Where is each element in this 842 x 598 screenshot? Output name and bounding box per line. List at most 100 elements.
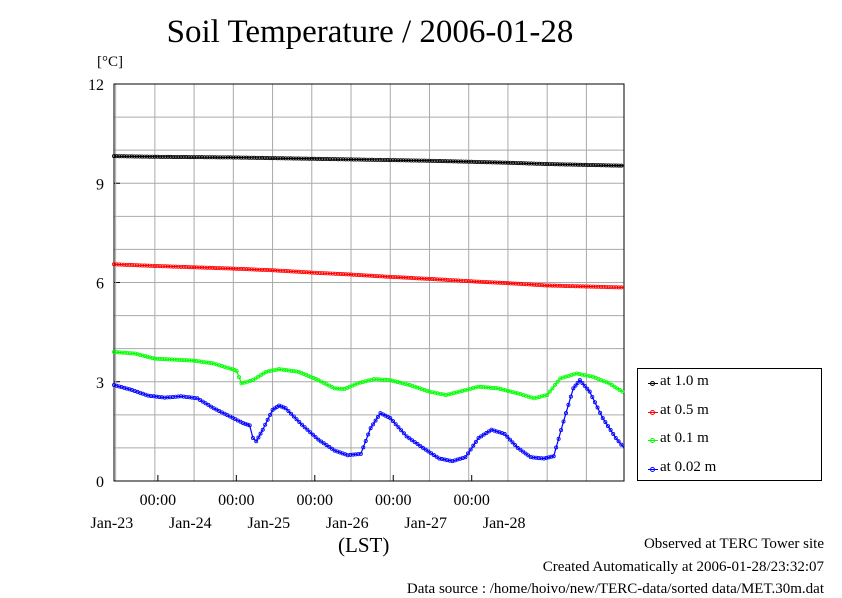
data-point xyxy=(493,386,498,391)
data-point xyxy=(598,284,603,289)
data-point xyxy=(132,154,137,159)
data-point xyxy=(351,272,356,277)
data-point xyxy=(204,360,209,365)
data-point xyxy=(590,394,595,399)
data-point xyxy=(247,155,252,160)
data-point xyxy=(192,395,197,400)
data-point xyxy=(206,360,211,365)
data-point xyxy=(593,163,598,168)
data-point xyxy=(429,451,434,456)
data-point xyxy=(593,284,598,289)
data-point xyxy=(505,388,510,393)
data-point xyxy=(445,159,450,164)
data-point xyxy=(466,451,471,456)
data-point xyxy=(479,279,484,284)
data-point xyxy=(586,284,591,289)
data-point xyxy=(273,268,278,273)
data-point xyxy=(555,162,560,167)
data-point xyxy=(483,385,488,390)
data-point xyxy=(308,430,313,435)
data-point xyxy=(591,163,596,168)
data-point xyxy=(451,159,456,164)
data-point xyxy=(194,155,199,160)
data-point xyxy=(158,264,163,269)
data-point xyxy=(539,161,544,166)
data-point xyxy=(377,274,382,279)
data-point xyxy=(406,158,411,163)
data-point xyxy=(409,275,414,280)
data-point xyxy=(479,160,484,165)
series-line xyxy=(113,155,625,167)
data-point xyxy=(138,352,143,357)
data-point xyxy=(528,455,533,460)
data-point xyxy=(368,426,373,431)
data-point xyxy=(296,156,301,161)
data-point xyxy=(541,456,546,461)
data-point xyxy=(252,267,257,272)
data-point xyxy=(430,158,435,163)
data-point xyxy=(232,368,237,373)
data-point xyxy=(485,280,490,285)
data-point xyxy=(451,278,456,283)
data-point xyxy=(427,276,432,281)
data-point xyxy=(163,154,168,159)
data-point xyxy=(205,265,210,270)
data-point xyxy=(412,384,417,389)
data-point xyxy=(176,154,181,159)
data-point xyxy=(362,157,367,162)
data-point xyxy=(375,274,380,279)
data-point xyxy=(359,157,364,162)
data-point xyxy=(228,266,233,271)
y-tick-label: 12 xyxy=(88,77,104,94)
legend-item: at 0.5 m xyxy=(638,402,821,422)
data-point xyxy=(256,435,261,440)
data-point xyxy=(333,157,338,162)
data-point xyxy=(324,443,329,448)
data-point xyxy=(254,439,259,444)
data-point xyxy=(573,162,578,167)
data-point xyxy=(519,281,524,286)
data-point xyxy=(526,161,531,166)
data-point xyxy=(583,284,588,289)
data-point xyxy=(177,357,182,362)
data-point xyxy=(571,386,576,391)
data-point xyxy=(445,458,450,463)
data-point xyxy=(611,163,616,168)
data-point xyxy=(481,385,486,390)
data-point xyxy=(203,401,208,406)
data-point xyxy=(168,264,173,269)
data-point xyxy=(366,432,371,437)
data-point xyxy=(335,386,340,391)
data-point xyxy=(181,264,186,269)
data-point xyxy=(233,266,238,271)
data-point xyxy=(442,457,447,462)
data-point xyxy=(401,275,406,280)
data-point xyxy=(264,369,269,374)
data-point xyxy=(254,267,259,272)
data-point xyxy=(380,377,385,382)
data-point xyxy=(588,162,593,167)
data-point xyxy=(117,154,122,159)
data-point xyxy=(160,154,165,159)
data-point xyxy=(356,273,361,278)
data-point xyxy=(278,268,283,273)
data-point xyxy=(458,159,463,164)
data-point xyxy=(550,162,555,167)
data-point xyxy=(367,273,372,278)
plot-frame xyxy=(113,83,625,482)
data-point xyxy=(606,163,611,168)
data-point xyxy=(380,157,385,162)
data-point xyxy=(417,158,422,163)
data-point xyxy=(194,358,199,363)
data-point xyxy=(122,262,127,267)
data-point xyxy=(236,266,241,271)
data-point xyxy=(604,163,609,168)
data-point xyxy=(565,284,570,289)
data-point xyxy=(490,160,495,165)
data-point xyxy=(184,394,189,399)
data-point xyxy=(341,272,346,277)
data-point xyxy=(546,455,551,460)
data-point xyxy=(396,158,401,163)
data-point xyxy=(277,367,282,372)
data-point xyxy=(320,156,325,161)
